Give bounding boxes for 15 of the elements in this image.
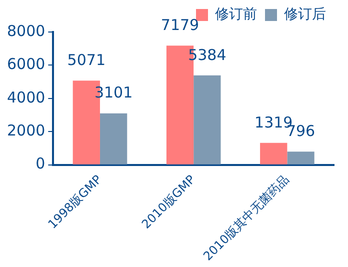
bar	[100, 113, 128, 164]
y-tick-label: 0	[36, 154, 46, 173]
bar	[194, 75, 221, 164]
data-label: 5384	[188, 46, 226, 64]
y-tick-label: 8000	[6, 22, 46, 40]
bar	[287, 152, 314, 164]
legend-label: 修订后	[284, 6, 326, 23]
bar	[260, 142, 288, 164]
data-label: 3101	[94, 84, 133, 102]
legend-label: 修订前	[215, 6, 257, 23]
data-label: 5071	[67, 51, 106, 70]
y-tick-label: 4000	[6, 88, 46, 106]
data-label: 7179	[160, 16, 200, 34]
y-tick-label: 2000	[6, 122, 46, 140]
y-tick-label: 6000	[6, 55, 46, 74]
